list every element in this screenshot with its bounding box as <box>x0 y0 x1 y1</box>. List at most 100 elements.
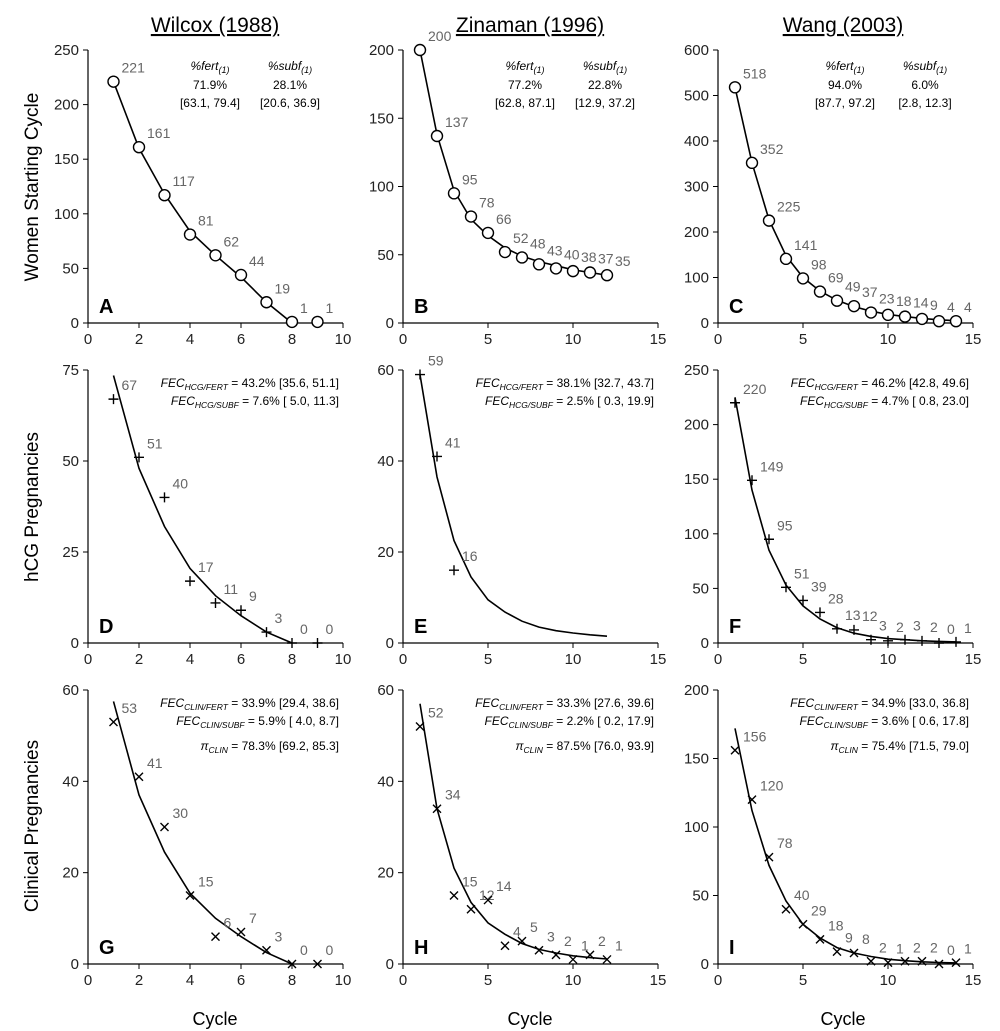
y-tick-label: 600 <box>684 42 709 59</box>
data-point-plus <box>287 638 297 648</box>
data-point-cross <box>466 904 476 914</box>
stat-line: FECCLIN/SUBF = 3.6% [ 0.6, 17.8] <box>800 714 969 730</box>
data-label: 44 <box>249 253 265 269</box>
data-point-plus <box>832 623 842 634</box>
data-label: 4 <box>964 299 972 315</box>
x-tick-label: 0 <box>84 972 92 989</box>
x-tick-label: 8 <box>288 651 296 668</box>
x-tick-label: 0 <box>399 972 407 989</box>
data-label: 0 <box>326 942 334 958</box>
stat-interval: [63.1, 79.4] <box>180 96 240 110</box>
y-tick-label: 100 <box>54 206 79 223</box>
fit-curve <box>734 728 957 964</box>
x-axis-label-wang: Cycle <box>820 1009 865 1029</box>
column-title-wilcox: Wilcox (1988) <box>151 14 279 37</box>
data-point-plus <box>108 394 119 405</box>
data-label: 2 <box>879 939 887 955</box>
x-tick-label: 5 <box>799 651 807 668</box>
data-label: 8 <box>862 931 870 947</box>
data-point-plus <box>312 638 323 648</box>
stat-value: 94.0% <box>828 78 862 92</box>
data-point-circle <box>830 294 844 307</box>
data-label: 18 <box>828 917 844 933</box>
y-tick-label: 0 <box>71 635 79 652</box>
data-point-circle <box>532 258 546 271</box>
data-label: 62 <box>224 233 240 249</box>
data-point-cross <box>883 958 893 968</box>
data-point-circle <box>107 75 120 88</box>
stat-value: 28.1% <box>273 78 307 92</box>
data-label: 518 <box>743 65 767 81</box>
y-tick-label: 0 <box>71 956 79 973</box>
y-tick-label: 60 <box>377 682 394 699</box>
y-tick-label: 60 <box>377 362 394 379</box>
data-label: 9 <box>845 930 853 946</box>
x-axis-label-zinaman: Cycle <box>507 1009 552 1029</box>
stat-line: πCLIN = 87.5% [76.0, 93.9] <box>515 739 654 755</box>
data-point-cross <box>568 954 578 964</box>
x-tick-label: 5 <box>484 651 492 668</box>
stat-header: %fert(1) <box>825 59 864 75</box>
x-tick-label: 10 <box>335 972 352 989</box>
y-tick-label: 500 <box>684 88 709 105</box>
data-point-plus <box>883 635 893 646</box>
data-label: 149 <box>760 458 784 474</box>
data-point-cross <box>483 895 493 905</box>
data-point-cross <box>160 822 169 832</box>
data-label: 15 <box>198 874 214 890</box>
data-point-cross <box>534 945 544 955</box>
x-tick-label: 0 <box>399 331 407 348</box>
y-tick-label: 0 <box>386 635 394 652</box>
data-label: 52 <box>513 230 529 246</box>
data-label: 9 <box>930 297 938 313</box>
data-point-plus <box>798 595 808 606</box>
data-point-cross <box>551 950 561 960</box>
data-point-cross <box>211 932 220 942</box>
y-tick-label: 100 <box>684 526 709 543</box>
data-point-cross <box>849 948 859 958</box>
data-label: 220 <box>743 381 767 397</box>
x-tick-label: 0 <box>714 972 722 989</box>
data-label: 7 <box>249 910 257 926</box>
x-tick-label: 10 <box>565 972 582 989</box>
x-tick-label: 5 <box>484 331 492 348</box>
y-tick-label: 200 <box>684 417 709 434</box>
y-tick-label: 0 <box>386 315 394 332</box>
x-tick-label: 15 <box>965 651 982 668</box>
data-label: 6 <box>224 915 232 931</box>
data-label: 3 <box>547 928 555 944</box>
panel-letter: I <box>729 937 735 959</box>
data-point-circle <box>260 296 273 309</box>
y-tick-label: 0 <box>701 956 709 973</box>
data-label: 200 <box>428 28 452 44</box>
data-label: 225 <box>777 199 801 215</box>
data-point-circle <box>583 266 597 279</box>
fit-curve <box>112 81 293 324</box>
data-point-cross <box>602 954 612 964</box>
y-tick-label: 50 <box>692 888 709 905</box>
x-tick-label: 2 <box>135 331 143 348</box>
panel-letter: G <box>99 937 115 959</box>
data-point-cross <box>313 959 322 969</box>
data-point-circle <box>796 272 810 285</box>
x-tick-label: 2 <box>135 972 143 989</box>
x-axis-label-wilcox: Cycle <box>192 1009 237 1029</box>
data-label: 1 <box>896 941 904 957</box>
x-tick-label: 4 <box>186 972 194 989</box>
stat-value: 6.0% <box>911 78 939 92</box>
data-label: 41 <box>445 434 461 450</box>
x-tick-label: 10 <box>880 972 897 989</box>
data-label: 9 <box>249 588 257 604</box>
data-point-plus <box>764 534 774 545</box>
data-point-circle <box>549 262 563 275</box>
data-point-plus <box>159 492 170 503</box>
data-label: 69 <box>828 270 844 286</box>
data-label: 4 <box>947 299 955 315</box>
y-tick-label: 200 <box>54 97 79 114</box>
data-point-cross <box>730 745 740 755</box>
data-point-cross <box>585 950 595 960</box>
data-label: 0 <box>947 942 955 958</box>
